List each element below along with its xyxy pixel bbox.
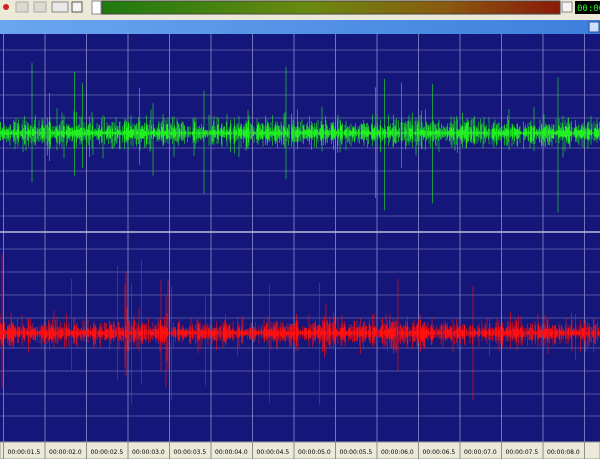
ruler-label: 00:00:05.5 [340, 449, 373, 456]
meter-button[interactable] [561, 1, 573, 13]
record-button[interactable] [3, 4, 9, 10]
track-header [0, 20, 600, 34]
grid [0, 34, 600, 442]
ruler-label: 00:00:07.5 [506, 449, 539, 456]
stop-button[interactable] [15, 1, 29, 13]
ruler-label: 00:00:06.5 [423, 449, 456, 456]
ruler-label: 00:00:02.0 [49, 449, 82, 456]
ruler-label: 00:00:03.5 [174, 449, 207, 456]
header-button[interactable] [588, 21, 600, 33]
time-display-text: 00:00 [577, 4, 600, 14]
loop-button[interactable] [51, 1, 69, 13]
level-meter [101, 0, 561, 15]
ruler-label: 00:00:06.0 [381, 449, 414, 456]
waveforms [0, 62, 600, 405]
meter-scale [91, 0, 102, 15]
ruler-label: 00:00:04.0 [215, 449, 248, 456]
ruler-label: 00:00:03.0 [132, 449, 165, 456]
waveform-area [0, 34, 600, 442]
ruler-label: 00:00:05.0 [298, 449, 331, 456]
ruler-label: 00:00:02.5 [91, 449, 124, 456]
pause-button[interactable] [33, 1, 47, 13]
ruler-label: 00:00:07.0 [464, 449, 497, 456]
time-ruler [0, 441, 600, 459]
waveform [0, 254, 600, 405]
ruler-labels: 00:00:01.5 00:00:02.0 00:00:02.5 00:00:03.0… [3, 442, 585, 459]
view-button[interactable] [71, 1, 83, 13]
waveform [0, 62, 600, 213]
ruler-label: 00:00:04.5 [257, 449, 290, 456]
time-display [575, 1, 600, 14]
separator [0, 16, 600, 20]
ruler-label: 00:00:08.0 [547, 449, 580, 456]
ruler-label: 00:00:01.5 [8, 449, 41, 456]
